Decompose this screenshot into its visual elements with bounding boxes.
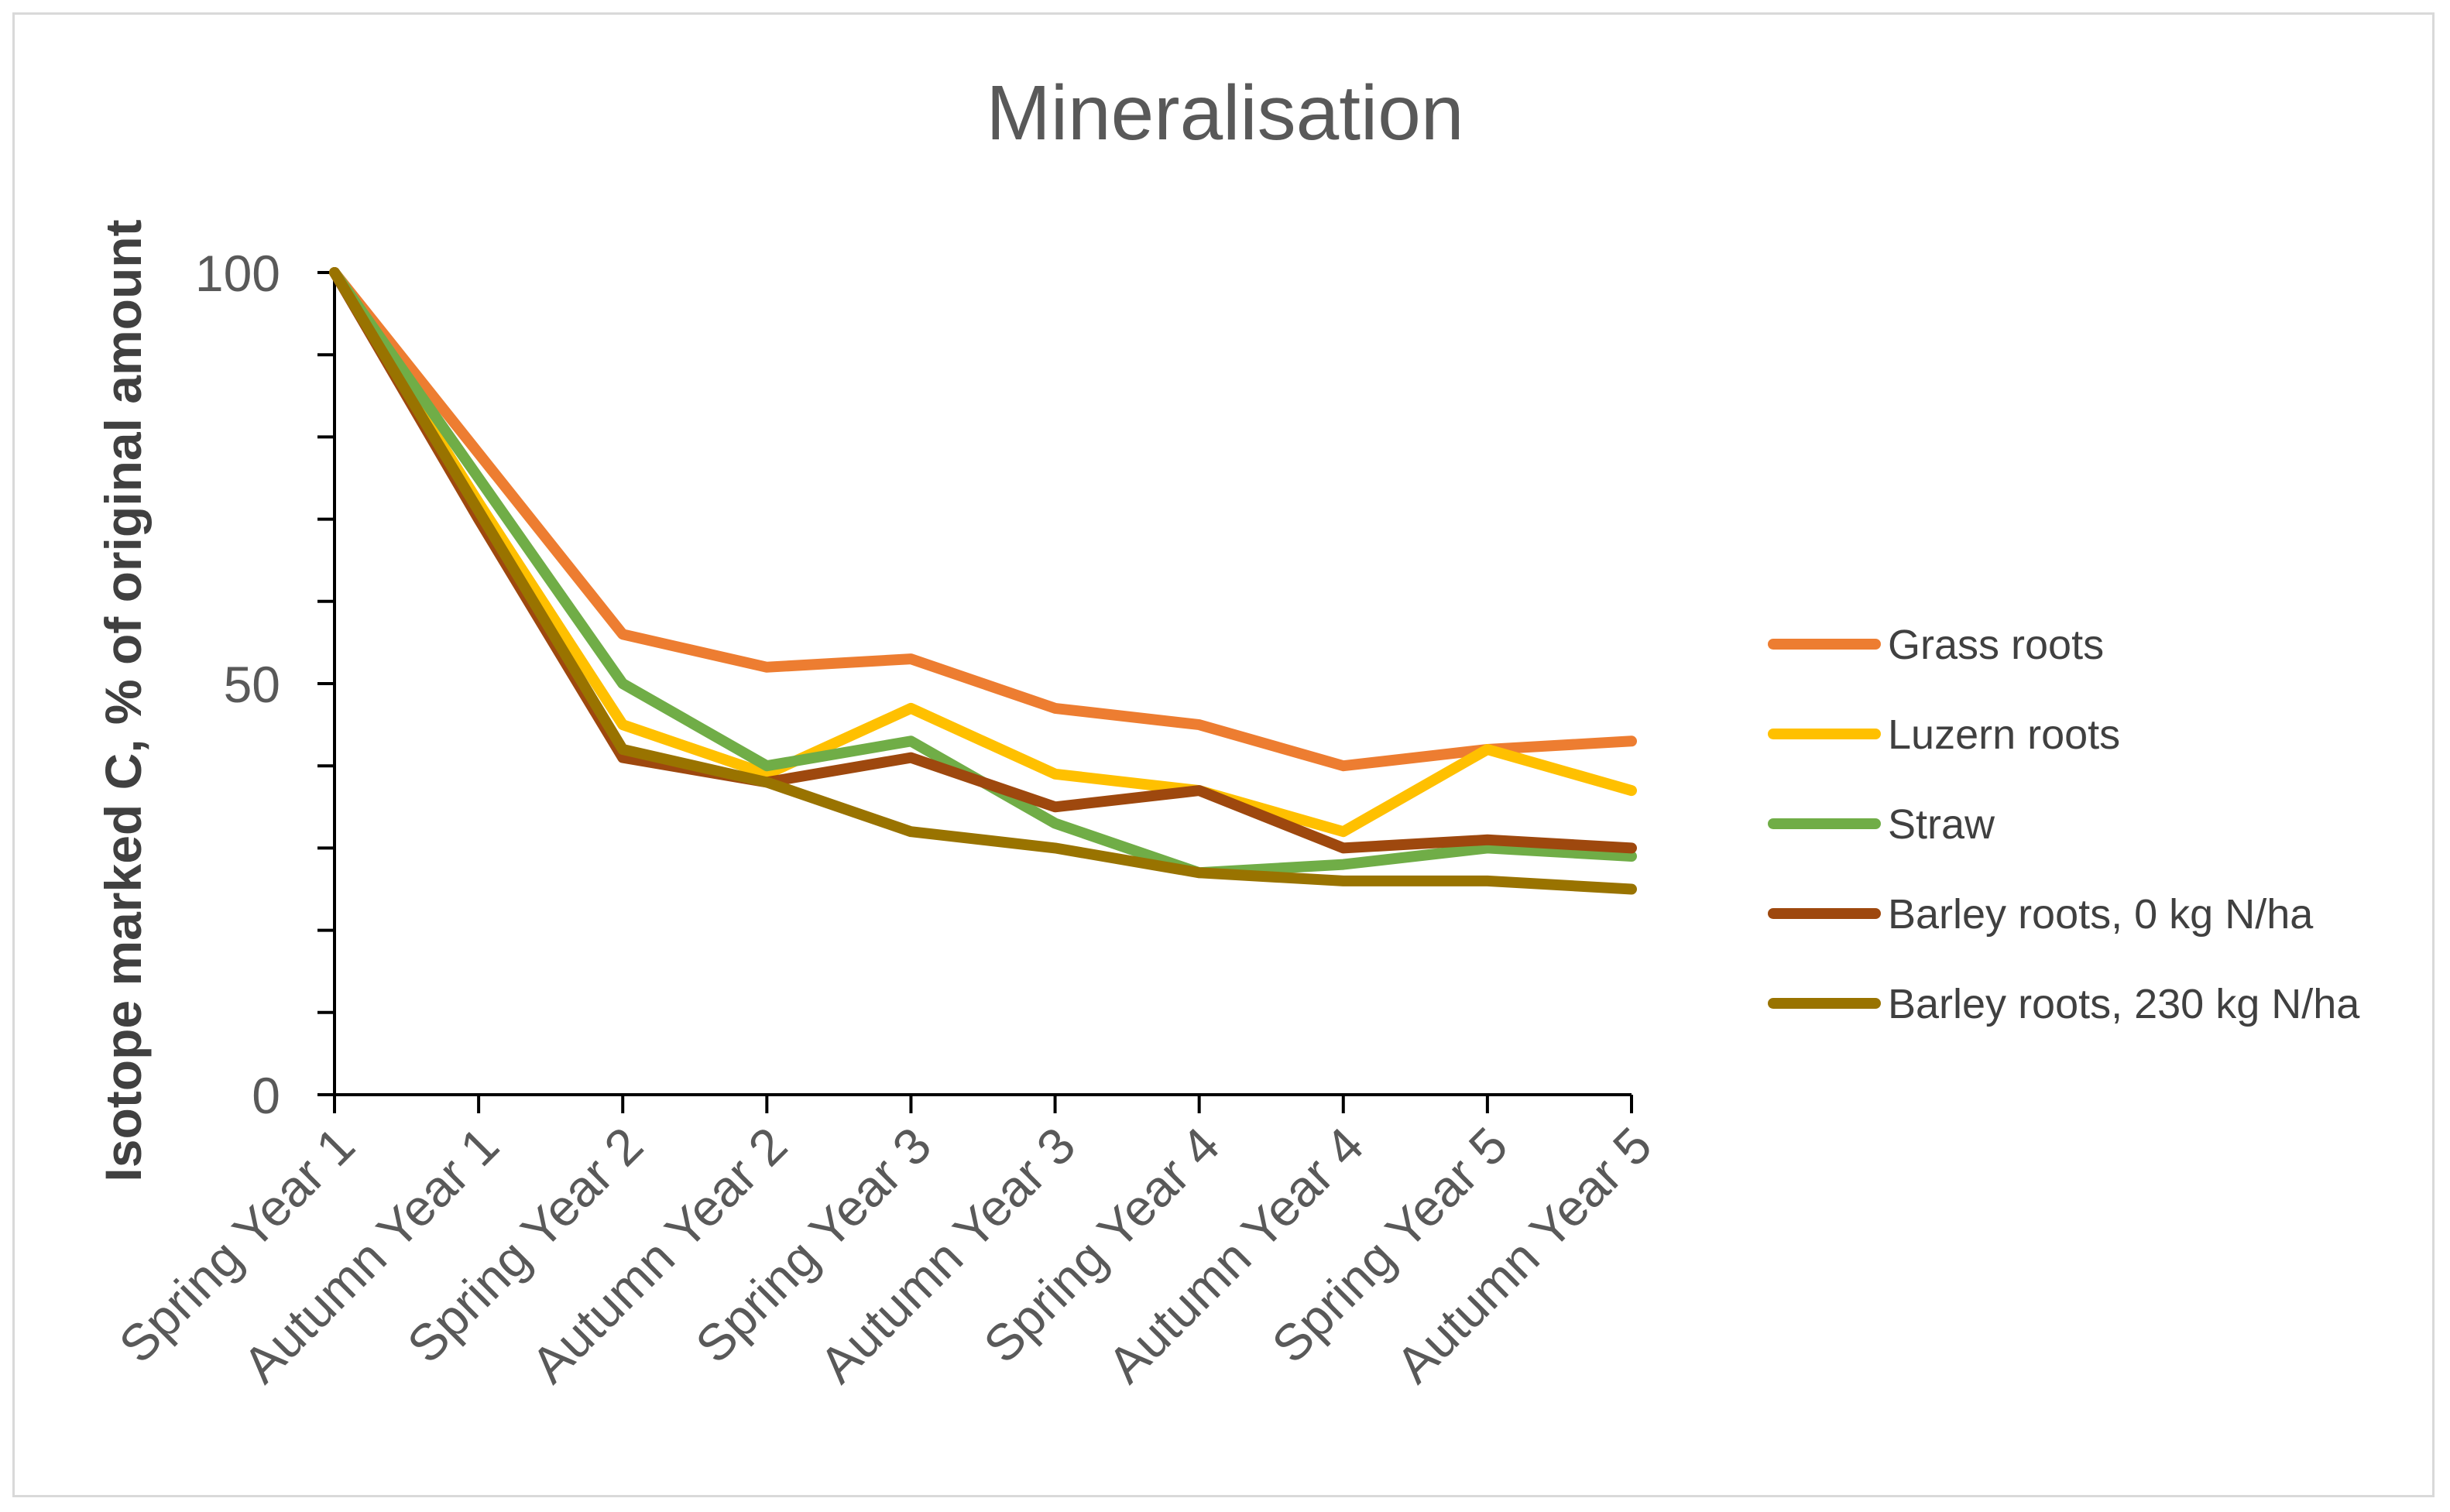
legend-label: Grass roots <box>1888 622 2104 668</box>
series-line-5 <box>329 267 1637 895</box>
x-tick-label: Autumn Year 5 <box>1385 1116 1662 1394</box>
x-tick-label: Autumn Year 3 <box>808 1116 1086 1394</box>
y-tick-label: 50 <box>224 656 280 713</box>
y-axis-label: Isotope marked C, % of original amount <box>94 219 152 1181</box>
series-line-2 <box>329 267 1637 838</box>
chart-frame <box>12 12 2435 1497</box>
x-tick-label: Autumn Year 2 <box>520 1116 798 1394</box>
chart-title: Mineralisation <box>987 70 1464 156</box>
x-tick-label: Autumn Year 4 <box>1096 1116 1374 1394</box>
x-tick-label: Autumn Year 1 <box>232 1116 510 1394</box>
y-tick-label: 100 <box>195 245 280 302</box>
legend-label: Barley roots, 0 kg N/ha <box>1888 891 2314 938</box>
series-group <box>329 267 1637 895</box>
legend-label: Barley roots, 230 kg N/ha <box>1888 981 2360 1027</box>
legend: Grass roots Luzern roots Straw Barley roots… <box>1768 622 2360 1027</box>
legend-label: Straw <box>1888 801 1995 848</box>
series-line-1 <box>329 267 1637 772</box>
legend-label: Luzern roots <box>1888 711 2120 758</box>
series-line-4 <box>329 267 1637 854</box>
y-tick-label: 0 <box>252 1067 280 1124</box>
